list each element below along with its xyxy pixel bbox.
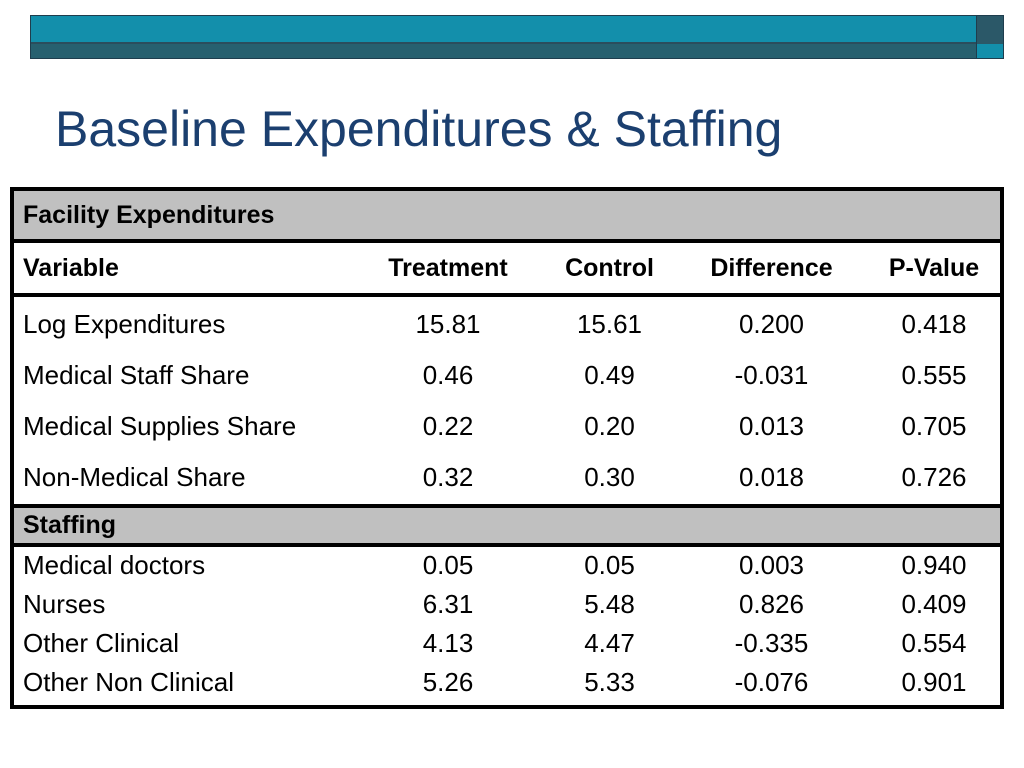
difference-value: -0.335 [734,628,809,658]
control-value: 0.49 [584,360,635,390]
section-header-staffing: Staffing [14,508,1000,543]
top-bar-lower-band [31,44,1003,58]
top-bar-stripe [31,42,1003,44]
row-label: Non-Medical Share [23,462,246,492]
p-value: 0.418 [901,309,967,339]
difference-value: -0.076 [734,667,809,697]
difference-value: 0.013 [738,411,805,441]
treatment-value: 6.31 [422,589,474,619]
row-label: Other Non Clinical [23,667,234,697]
treatment-value: 15.81 [415,309,481,339]
p-value: 0.726 [901,462,967,492]
treatment-value: 0.32 [422,462,474,492]
row-label: Log Expenditures [23,309,226,339]
control-value: 0.30 [584,462,635,492]
top-decorative-bar [30,15,1004,59]
top-bar-corner-square-top [976,16,1003,44]
control-value: 5.48 [584,589,635,619]
control-value: 0.05 [584,550,635,580]
table-row: Medical Staff Share 0.46 0.49 -0.031 0.5… [14,350,1000,401]
treatment-value: 0.05 [422,550,474,580]
p-value: 0.409 [901,589,967,619]
column-header-variable: Variable [23,253,119,282]
treatment-value: 0.22 [422,411,474,441]
p-value: 0.940 [901,550,967,580]
top-bar-corner-square-bottom [976,44,1003,58]
control-value: 4.47 [584,628,635,658]
table-row: Medical doctors 0.05 0.05 0.003 0.940 [14,546,1000,585]
table-row: Other Clinical 4.13 4.47 -0.335 0.554 [14,624,1000,663]
p-value: 0.705 [901,411,967,441]
row-label: Medical Supplies Share [23,411,297,441]
difference-value: 0.003 [738,550,805,580]
difference-value: 0.018 [738,462,805,492]
divider [14,239,1000,243]
treatment-value: 0.46 [422,360,474,390]
divider [14,543,1000,547]
difference-value: -0.031 [734,360,809,390]
difference-value: 0.200 [738,309,805,339]
row-label: Nurses [23,589,106,619]
p-value: 0.554 [901,628,967,658]
column-header-treatment: Treatment [388,253,508,282]
row-label: Other Clinical [23,628,180,658]
slide-title: Baseline Expenditures & Staffing [55,101,783,157]
row-label: Medical doctors [23,550,206,580]
section-title: Staffing [23,511,117,539]
column-header-row: Variable Treatment Control Difference P-… [14,243,1000,293]
table-row: Log Expenditures 15.81 15.61 0.200 0.418 [14,299,1000,350]
column-header-control: Control [565,253,654,282]
p-value: 0.555 [901,360,967,390]
control-value: 15.61 [576,309,643,339]
p-value: 0.901 [901,667,967,697]
control-value: 5.33 [584,667,635,697]
baseline-table: Facility Expenditures Variable Treatment… [10,187,1004,709]
difference-value: 0.826 [738,589,805,619]
table-row: Nurses 6.31 5.48 0.826 0.409 [14,585,1000,624]
table-row: Other Non Clinical 5.26 5.33 -0.076 0.90… [14,663,1000,702]
section-title: Facility Expenditures [23,200,275,229]
treatment-value: 4.13 [422,628,474,658]
treatment-value: 5.26 [422,667,474,697]
table-row: Non-Medical Share 0.32 0.30 0.018 0.726 [14,452,1000,503]
column-header-difference: Difference [710,253,833,282]
row-label: Medical Staff Share [23,360,250,390]
control-value: 0.20 [584,411,635,441]
section-header-facility-expenditures: Facility Expenditures [14,191,1000,239]
table-row: Medical Supplies Share 0.22 0.20 0.013 0… [14,401,1000,452]
column-header-p-value: P-Value [888,253,980,282]
divider [14,504,1000,508]
divider [14,293,1000,297]
